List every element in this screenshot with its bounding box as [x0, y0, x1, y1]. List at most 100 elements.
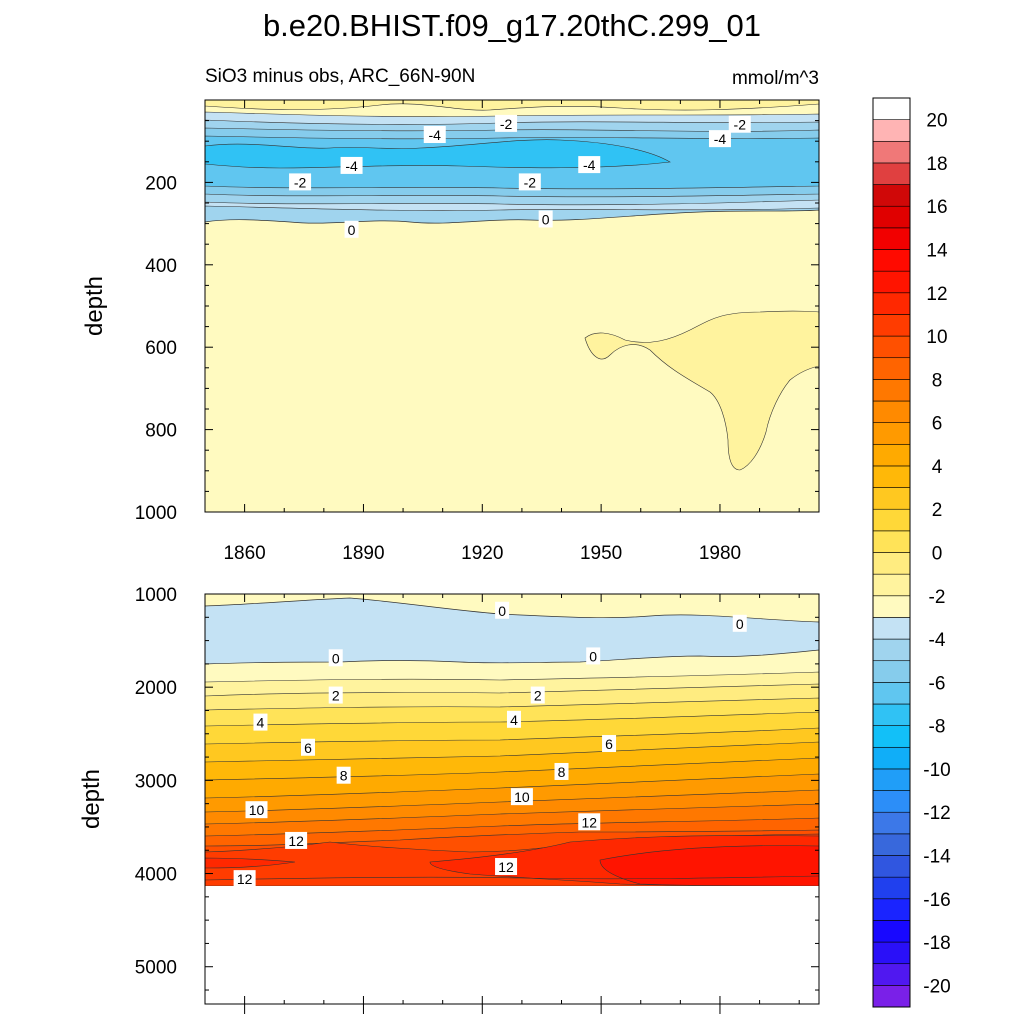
x-tick-label: 1980 [699, 543, 741, 564]
colorbar-tick-label: -8 [929, 717, 946, 738]
colorbar-tick-label: -18 [923, 933, 950, 954]
colorbar-swatch [872, 162, 911, 185]
colorbar-swatch [872, 725, 911, 748]
colorbar-swatch [872, 270, 911, 294]
contour-label: 6 [605, 736, 613, 752]
colorbar-swatch [872, 790, 911, 813]
contour-label-bg [578, 813, 601, 831]
x-tick-label: 1920 [461, 543, 503, 564]
upper-band-neg-5 [205, 139, 671, 169]
x-tick-label: 1950 [580, 543, 622, 564]
contour-label: -4 [345, 158, 358, 174]
colorbar-tick-label: 10 [926, 327, 947, 348]
colorbar-swatch [872, 119, 911, 142]
colorbar-tick-label: 16 [926, 197, 947, 218]
colorbar-swatch [872, 898, 911, 921]
y-tick-label: 200 [145, 173, 177, 194]
colorbar-tick-label: 12 [926, 284, 947, 305]
y-tick-label: 1000 [135, 503, 177, 524]
contour-label-bg [340, 156, 363, 174]
lower-band-15 [599, 845, 819, 886]
colorbar-swatch [872, 638, 911, 662]
colorbar-swatch [872, 379, 911, 402]
colorbar-swatch [872, 422, 911, 445]
colorbar-swatch [872, 443, 911, 467]
contour-label-bg [495, 114, 518, 132]
colorbar-swatch [872, 682, 911, 705]
colorbar-swatch [872, 205, 911, 229]
lower-frame [204, 593, 820, 1005]
lower-contour-fill [205, 594, 819, 886]
colorbar-swatch [872, 595, 911, 618]
contour-label: 4 [257, 715, 265, 731]
contour-label-bg [328, 686, 343, 704]
contour-label-bg [578, 156, 601, 174]
colorbar-swatch [872, 855, 911, 878]
colorbar-swatch [872, 292, 911, 315]
lower-x-ticks [244, 594, 800, 1014]
colorbar-tick-label: 14 [926, 241, 948, 262]
colorbar-tick-label: -10 [923, 760, 950, 781]
colorbar-swatch [872, 703, 911, 726]
contour-label-bg [602, 735, 617, 753]
contour-label: 8 [340, 768, 348, 784]
contour-label: -4 [429, 127, 442, 143]
contour-label-bg [328, 649, 343, 667]
contour-label: 10 [514, 789, 530, 805]
colorbar-swatch [872, 552, 911, 575]
contour-label-bg [510, 788, 533, 806]
contour-label-bg [245, 801, 268, 819]
y-tick-label: 400 [145, 256, 177, 277]
y-tick-label: 2000 [135, 678, 177, 699]
colorbar-tick-label: -14 [923, 847, 951, 868]
colorbar-tick-label: 20 [926, 111, 947, 132]
colorbar-swatch [872, 530, 911, 553]
colorbar-swatch [872, 768, 911, 791]
chart-title: b.e20.BHIST.f09_g17.20thC.299_01 [263, 8, 761, 43]
contour-label-bg [732, 614, 747, 632]
contour-label: 4 [510, 712, 518, 728]
contour-label: 0 [542, 211, 550, 227]
y-tick-label: 4000 [135, 865, 177, 886]
upper-zero-region [205, 209, 819, 512]
lower-bottom-contour [205, 875, 819, 881]
contour-label: 12 [237, 871, 253, 887]
contour-label: 12 [581, 814, 597, 830]
upper-contour-fill [205, 100, 819, 512]
contour-label: 8 [558, 764, 566, 780]
colorbar-swatch [872, 487, 911, 510]
contour-label: -2 [524, 174, 537, 190]
contour-label-bg [538, 210, 553, 228]
contour-label-bg [336, 766, 351, 784]
upper-surface-positive [205, 100, 819, 111]
x-tick-label: 1860 [223, 543, 265, 564]
y-tick-label: 600 [145, 338, 177, 359]
contour-label-bg [518, 173, 541, 191]
contour-label: 10 [249, 802, 265, 818]
contour-label-bg [728, 115, 751, 133]
colorbar-swatch [872, 335, 911, 359]
contour-label: 0 [498, 603, 506, 619]
lower-ylabel: depth [78, 769, 105, 829]
contour-label: -2 [294, 174, 307, 190]
colorbar-swatch [872, 508, 911, 532]
colorbar-swatch [872, 465, 911, 488]
upper-ylabel: depth [81, 276, 108, 336]
units-label: mmol/m^3 [732, 68, 819, 89]
contour-label: -2 [500, 116, 513, 132]
contour-label-bg [344, 220, 359, 238]
y-tick-label: 800 [145, 421, 177, 442]
colorbar-tick-label: -2 [929, 587, 946, 608]
colorbar-swatch [872, 314, 911, 337]
contour-label-bg [300, 738, 315, 756]
upper-contour-labels: -4 -2 -4 -2 -4 -4 -2 -2 0 0 [289, 114, 751, 238]
y-tick-label: 5000 [135, 958, 177, 979]
colorbar-tick-label: 18 [926, 154, 947, 175]
contour-label: 0 [348, 222, 356, 238]
contour-label-bg [423, 126, 446, 144]
colorbar-swatch [872, 746, 911, 770]
colorbar-swatch [872, 617, 911, 640]
